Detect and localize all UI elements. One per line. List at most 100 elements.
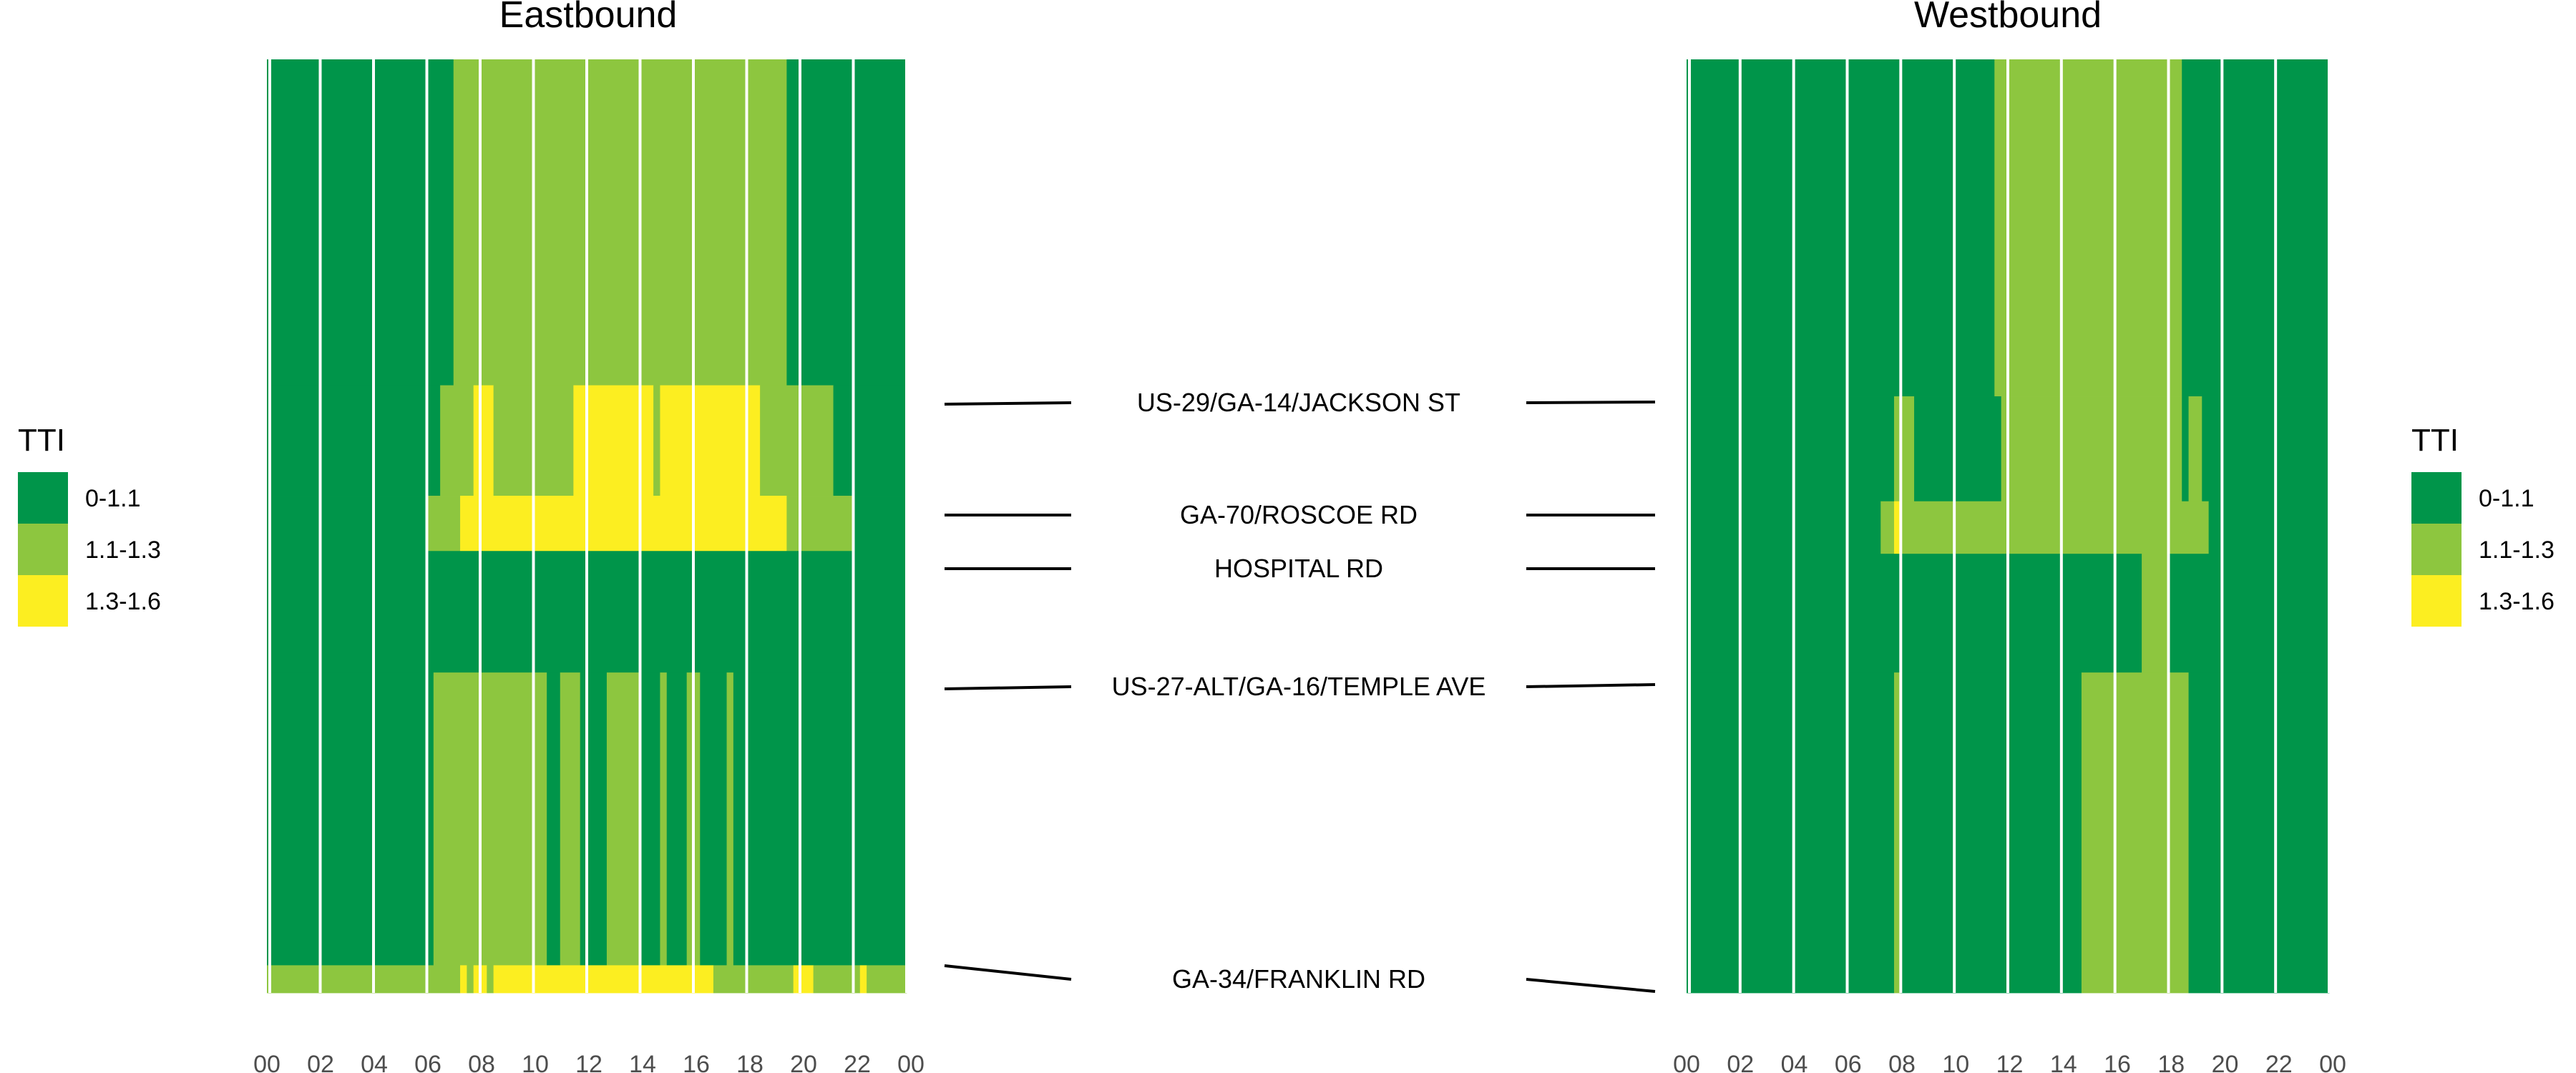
x-tick-label: 08 (468, 1051, 495, 1073)
x-tick-label: 12 (575, 1051, 602, 1073)
road-label: GA-34/FRANKLIN RD (1172, 964, 1425, 994)
heatmap-cell (859, 965, 867, 994)
heatmap-cell (267, 385, 441, 496)
heatmap-cell (660, 672, 668, 966)
x-tick-label: 20 (790, 1051, 817, 1073)
x-tick-label: 16 (2104, 1051, 2131, 1073)
heatmap-cell (267, 496, 427, 552)
heatmap-cell (460, 965, 467, 994)
legend-swatch (2411, 575, 2462, 627)
heatmap-cell (1901, 672, 2082, 994)
heatmap-cell (2188, 396, 2202, 502)
heatmap-cell (467, 965, 474, 994)
x-tick-label: 18 (2157, 1051, 2185, 1073)
road-label: US-27-ALT/GA-16/TEMPLE AVE (1112, 672, 1486, 701)
x-tick-label: 06 (1835, 1051, 1862, 1073)
legend-label: 1.3-1.6 (85, 588, 161, 615)
heatmap-cell (473, 385, 494, 496)
heatmap-cell (640, 672, 660, 966)
x-tick-label: 08 (1888, 1051, 1916, 1073)
heatmap-cell (2168, 554, 2330, 673)
heatmap-cell (1687, 554, 2142, 673)
road-leader-line-right (1526, 683, 1656, 688)
x-tick-label: 00 (897, 1051, 924, 1073)
x-tick-label: 16 (683, 1051, 710, 1073)
heatmap-cell (793, 965, 814, 994)
heatmap-cell (2142, 554, 2169, 673)
heatmap-cell (493, 965, 714, 994)
heatmap-cell (833, 385, 907, 496)
heatmap-cell (853, 496, 907, 552)
heatmap-cell (726, 672, 734, 966)
road-leader-line-left (944, 401, 1072, 406)
road-label: GA-70/ROSCOE RD (1180, 500, 1418, 529)
panel-title: Eastbound (499, 0, 678, 36)
heatmap-cell (580, 672, 608, 966)
road-label: US-29/GA-14/JACKSON ST (1137, 388, 1460, 417)
legend-swatch (18, 575, 68, 627)
heatmap-cell (760, 385, 834, 496)
heatmap-cell (440, 385, 474, 496)
legend-label: 1.1-1.3 (85, 536, 161, 564)
heatmap-cell (2188, 672, 2330, 994)
heatmap-cell (267, 965, 461, 994)
x-tick-label: 10 (1942, 1051, 1969, 1073)
heatmap-cell (1687, 59, 1995, 397)
legend-swatch (2411, 472, 2462, 524)
heatmap-cell (433, 672, 547, 966)
road-leader-line-left (944, 685, 1072, 690)
heatmap-cell (1901, 501, 2210, 554)
heatmap-cell (606, 672, 640, 966)
road-label: HOSPITAL RD (1214, 554, 1383, 583)
legend-swatch (2411, 524, 2462, 575)
x-tick-label: 14 (629, 1051, 656, 1073)
heatmap-cell (713, 965, 794, 994)
legend-swatch (18, 472, 68, 524)
heatmap-cell (2182, 396, 2189, 502)
legend-title: TTI (18, 423, 65, 458)
legend-label: 1.3-1.6 (2479, 588, 2555, 615)
legend-title: TTI (2411, 423, 2459, 458)
x-tick-label: 20 (2212, 1051, 2239, 1073)
heatmap-cell (1893, 501, 1901, 554)
legend-label: 0-1.1 (2479, 485, 2534, 512)
heatmap-cell (653, 385, 660, 496)
heatmap-cell (560, 672, 581, 966)
heatmap-cell (1893, 396, 1915, 502)
heatmap-cell (1880, 501, 1895, 554)
heatmap-cell (453, 59, 787, 386)
x-tick-label: 22 (2265, 1051, 2293, 1073)
heatmap-cell (786, 59, 907, 386)
heatmap-cell (867, 965, 907, 994)
heatmap-cell (1687, 396, 1895, 502)
heatmap-cell (267, 59, 454, 386)
x-tick-label: 22 (844, 1051, 871, 1073)
heatmap-cell (666, 672, 688, 966)
heatmap-cell (786, 496, 854, 552)
heatmap-cell (2081, 672, 2189, 994)
legend-label: 1.1-1.3 (2479, 536, 2555, 564)
heatmap-cell (1687, 501, 1881, 554)
heatmap-cell (1893, 672, 1901, 994)
heatmap-cell (2208, 501, 2330, 554)
x-tick-label: 14 (2050, 1051, 2077, 1073)
heatmap-cell (426, 496, 461, 552)
heatmap-cell (487, 965, 494, 994)
x-tick-label: 12 (1996, 1051, 2024, 1073)
heatmap-cell (660, 385, 761, 496)
x-tick-label: 04 (1781, 1051, 1808, 1073)
legend-label: 0-1.1 (85, 485, 141, 512)
x-tick-label: 06 (414, 1051, 441, 1073)
road-leader-line-right (1526, 401, 1656, 404)
x-tick-label: 00 (1673, 1051, 1700, 1073)
legend-swatch (18, 524, 68, 575)
x-tick-label: 02 (1727, 1051, 1754, 1073)
heatmap-cell (733, 672, 907, 966)
heatmap-cell (2182, 59, 2330, 397)
heatmap-cell (460, 496, 787, 552)
heatmap-cell (2001, 396, 2182, 502)
road-leader-line-left (944, 964, 1072, 981)
panel-title: Westbound (1914, 0, 2102, 36)
